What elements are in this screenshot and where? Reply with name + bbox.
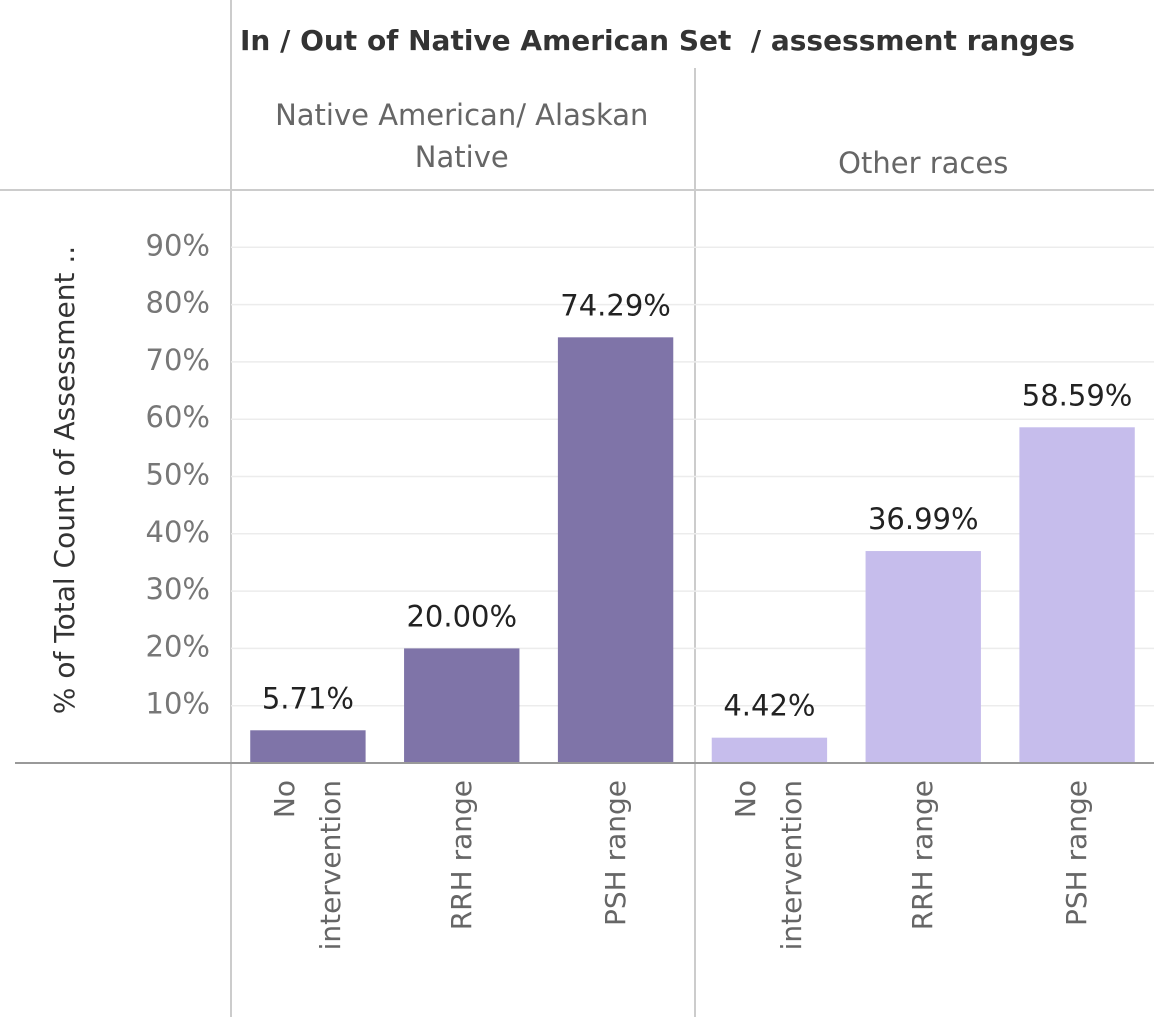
value-label: 4.42% [723,689,815,723]
y-tick-label: 60% [146,400,210,434]
x-tick-label: PSH range [598,780,632,927]
value-label: 74.29% [560,288,671,322]
value-label: 20.00% [406,599,517,633]
y-tick-label: 70% [146,343,210,377]
panel-header: Other races [838,146,1009,180]
bar [1019,427,1135,763]
y-tick-label: 20% [146,629,210,663]
y-tick-label: 50% [146,458,210,492]
y-tick-label: 90% [146,228,210,262]
y-tick-label: 10% [146,687,210,721]
chart-title: In / Out of Native American Set / assess… [240,24,1075,57]
value-label: 58.59% [1022,378,1133,412]
x-tick-label: RRH range [906,780,940,931]
panel-header: Native American/ Alaskan Native [275,98,649,174]
value-label: 36.99% [868,502,979,536]
x-tick-label: No intervention [729,780,809,951]
y-tick-label: 40% [146,515,210,549]
y-tick-label: 80% [146,286,210,320]
bar [250,730,366,763]
bar [404,648,520,763]
bar [711,737,828,763]
bar [865,551,981,763]
y-axis-title: % of Total Count of Assessment .. [48,246,81,714]
value-label: 5.71% [262,681,354,715]
bar [557,337,674,763]
x-tick-label: No intervention [267,780,347,951]
x-tick-label: PSH range [1060,780,1094,927]
y-tick-label: 30% [146,572,210,606]
x-tick-label: RRH range [444,780,478,931]
